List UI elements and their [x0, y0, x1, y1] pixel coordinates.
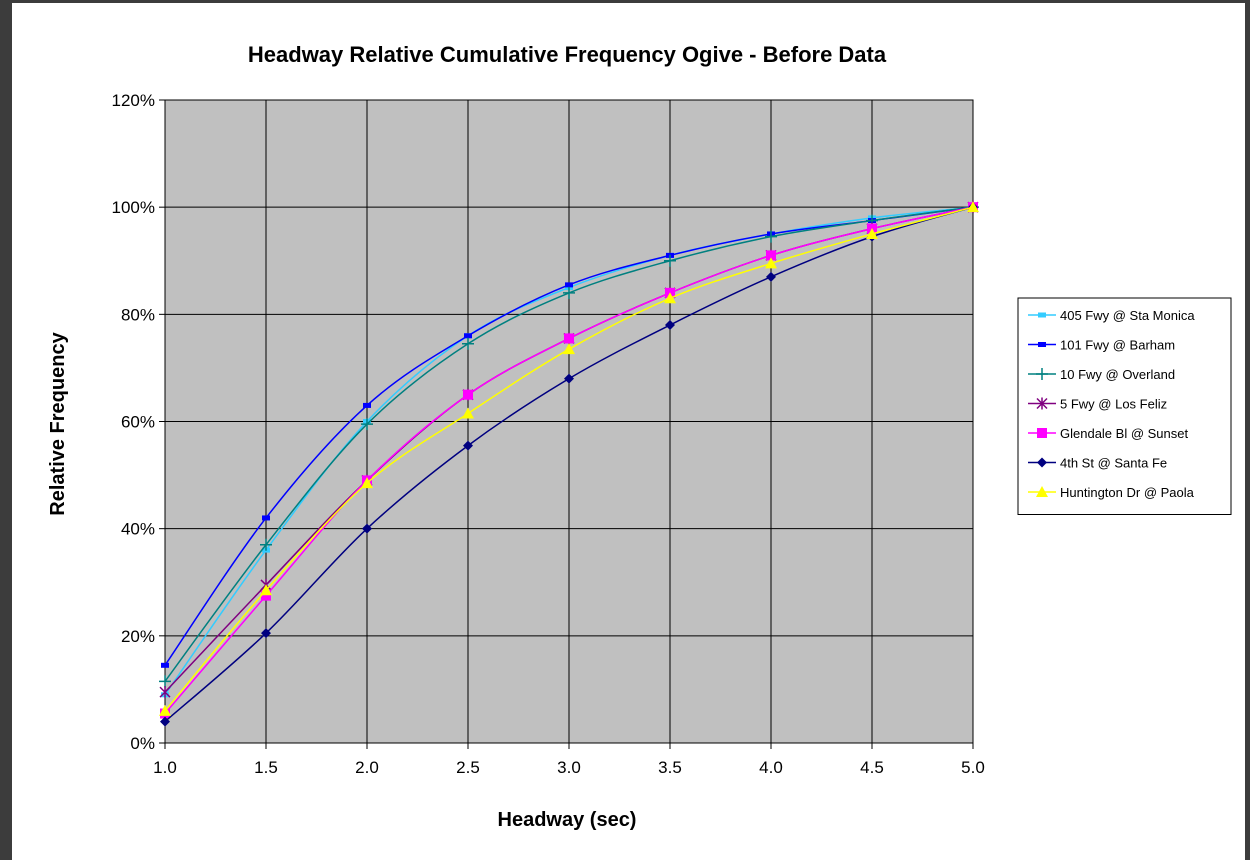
- legend: 405 Fwy @ Sta Monica 101 Fwy @ Barham 10 F…: [1017, 297, 1232, 515]
- data-point: [866, 227, 878, 239]
- legend-marker: [1038, 312, 1046, 318]
- chart-title: Headway Relative Cumulative Frequency Og…: [248, 42, 887, 67]
- series-6: [159, 201, 979, 716]
- series-line: [164, 206, 974, 666]
- data-point: [261, 628, 271, 639]
- x-tick-label: 3.5: [658, 758, 682, 777]
- legend-label: 5 Fwy @ Los Feliz: [1060, 397, 1167, 412]
- legend-label: 4th St @ Santa Fe: [1060, 456, 1167, 471]
- y-axis-title: Relative Frequency: [47, 331, 69, 515]
- data-point: [362, 523, 372, 534]
- y-tick-label: 60%: [121, 413, 155, 432]
- data-point: [159, 704, 171, 716]
- y-tick-label: 0%: [130, 734, 155, 753]
- data-point: [463, 440, 473, 451]
- x-tick-label: 2.5: [456, 758, 480, 777]
- data-point: [260, 538, 272, 551]
- legend-marker: [1038, 342, 1046, 347]
- legend-marker: [1036, 486, 1048, 497]
- data-point: [462, 407, 474, 419]
- chart: Headway Relative Cumulative Frequency Og…: [47, 42, 1232, 831]
- chart-frame: Headway Relative Cumulative Frequency Og…: [12, 3, 1245, 860]
- plot-border: [164, 99, 974, 744]
- legend-item: Glendale Bl @ Sunset: [1028, 426, 1188, 441]
- data-point: [161, 662, 169, 668]
- x-tick-label: 4.5: [860, 758, 884, 777]
- data-point: [260, 584, 272, 596]
- series-5: [160, 202, 978, 727]
- y-tick-label: 40%: [121, 520, 155, 539]
- legend-item: 4th St @ Santa Fe: [1028, 456, 1167, 471]
- data-point: [361, 418, 373, 431]
- plot-area: 0% 20% 40% 60% 80% 100% 120% 1.0 1.5 2.0 2.5 3.0 3.5…: [112, 91, 985, 777]
- y-tick-label: 80%: [121, 305, 155, 324]
- data-point: [664, 254, 676, 267]
- y-tick-label: 120%: [112, 91, 155, 110]
- legend-label: Glendale Bl @ Sunset: [1060, 426, 1188, 441]
- data-point: [564, 373, 574, 384]
- legend-label: Huntington Dr @ Paola: [1060, 485, 1195, 500]
- x-tick-label: 1.5: [254, 758, 278, 777]
- series-line: [164, 206, 974, 712]
- data-point: [766, 250, 776, 261]
- x-tick-label: 1.0: [153, 758, 177, 777]
- data-point: [464, 333, 472, 339]
- x-tick-label: 3.0: [557, 758, 581, 777]
- legend-marker: [1036, 397, 1048, 410]
- data-point: [361, 477, 373, 489]
- legend-item: 5 Fwy @ Los Feliz: [1028, 397, 1167, 412]
- legend-marker: [1036, 368, 1048, 380]
- y-tick-label: 20%: [121, 627, 155, 646]
- legend-box: [1017, 297, 1232, 515]
- series-line: [164, 206, 974, 682]
- data-point: [563, 343, 575, 355]
- y-tick-label: 100%: [112, 198, 155, 217]
- legend-item: 101 Fwy @ Barham: [1028, 338, 1175, 353]
- data-point: [564, 333, 574, 344]
- data-point: [967, 201, 979, 213]
- legend-item: Huntington Dr @ Paola: [1028, 485, 1195, 500]
- series-line: [164, 206, 974, 715]
- data-point: [766, 271, 776, 282]
- data-point: [159, 675, 171, 688]
- legend-marker: [1037, 457, 1047, 468]
- data-point: [565, 282, 573, 288]
- data-point: [563, 286, 575, 299]
- legend-marker: [1037, 428, 1047, 438]
- legend-label: 10 Fwy @ Overland: [1060, 367, 1175, 382]
- data-point: [262, 515, 270, 521]
- data-point: [463, 389, 473, 400]
- legend-label: 101 Fwy @ Barham: [1060, 338, 1175, 353]
- data-point: [363, 402, 371, 408]
- x-tick-label: 5.0: [961, 758, 985, 777]
- x-tick-label: 4.0: [759, 758, 783, 777]
- data-point: [765, 230, 777, 243]
- data-point: [664, 292, 676, 304]
- x-tick-label: 2.0: [355, 758, 379, 777]
- data-point: [261, 590, 271, 601]
- x-axis-title: Headway (sec): [498, 809, 637, 831]
- data-point: [462, 337, 474, 350]
- series-line: [164, 206, 974, 696]
- legend-item: 10 Fwy @ Overland: [1028, 367, 1175, 382]
- data-point: [159, 686, 171, 699]
- data-point: [665, 320, 675, 331]
- legend-label: 405 Fwy @ Sta Monica: [1060, 308, 1195, 323]
- legend-item: 405 Fwy @ Sta Monica: [1028, 308, 1195, 323]
- series-line: [164, 206, 974, 723]
- data-point: [160, 716, 170, 727]
- data-point: [765, 257, 777, 269]
